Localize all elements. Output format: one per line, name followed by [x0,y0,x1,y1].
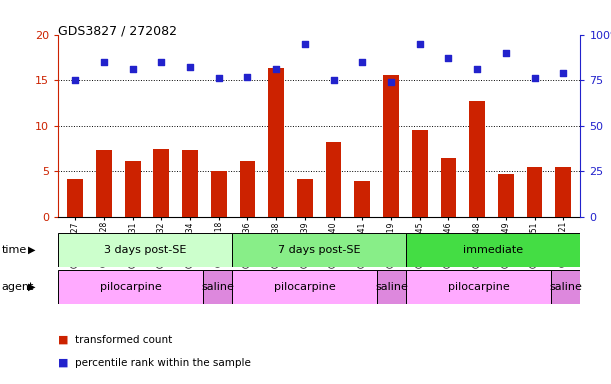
Bar [297,179,313,217]
Point [386,79,396,85]
Point [271,66,281,72]
Point [329,77,338,83]
Text: saline: saline [201,282,234,292]
Text: ■: ■ [58,335,68,345]
Bar [268,68,284,217]
Bar [211,171,227,217]
Text: ▶: ▶ [28,282,35,292]
Point [243,73,252,79]
Point [214,75,224,81]
Bar [96,151,112,217]
Point [415,41,425,47]
FancyBboxPatch shape [232,233,406,267]
Point [357,59,367,65]
FancyBboxPatch shape [406,233,580,267]
Point [99,59,109,65]
Bar [383,75,399,217]
Bar [555,167,571,217]
Bar [469,101,485,217]
Point [501,50,511,56]
Bar [326,142,342,217]
Point [530,75,540,81]
Point [444,55,453,61]
Text: saline: saline [549,282,582,292]
Bar [441,158,456,217]
Text: 7 days post-SE: 7 days post-SE [278,245,360,255]
FancyBboxPatch shape [377,270,406,304]
FancyBboxPatch shape [58,270,203,304]
Bar [153,149,169,217]
FancyBboxPatch shape [406,270,551,304]
Bar [354,181,370,217]
Text: saline: saline [375,282,408,292]
Text: transformed count: transformed count [75,335,172,345]
Text: agent: agent [2,282,34,292]
Point [472,66,482,72]
Text: pilocarpine: pilocarpine [448,282,510,292]
Bar [125,161,141,217]
Bar [527,167,543,217]
FancyBboxPatch shape [58,233,232,267]
Text: ▶: ▶ [28,245,35,255]
Text: ■: ■ [58,358,68,368]
Bar [67,179,83,217]
Bar [240,161,255,217]
Point [156,59,166,65]
Text: GDS3827 / 272082: GDS3827 / 272082 [58,25,177,38]
Text: pilocarpine: pilocarpine [100,282,161,292]
FancyBboxPatch shape [203,270,232,304]
Text: time: time [2,245,27,255]
Text: percentile rank within the sample: percentile rank within the sample [75,358,251,368]
Text: immediate: immediate [463,245,524,255]
Bar [498,174,514,217]
Bar [182,151,198,217]
Bar [412,130,428,217]
Text: 3 days post-SE: 3 days post-SE [104,245,186,255]
Point [185,65,195,71]
FancyBboxPatch shape [551,270,580,304]
Point [300,41,310,47]
FancyBboxPatch shape [232,270,377,304]
Point [128,66,137,72]
Text: pilocarpine: pilocarpine [274,282,335,292]
Point [70,77,80,83]
Point [558,70,568,76]
